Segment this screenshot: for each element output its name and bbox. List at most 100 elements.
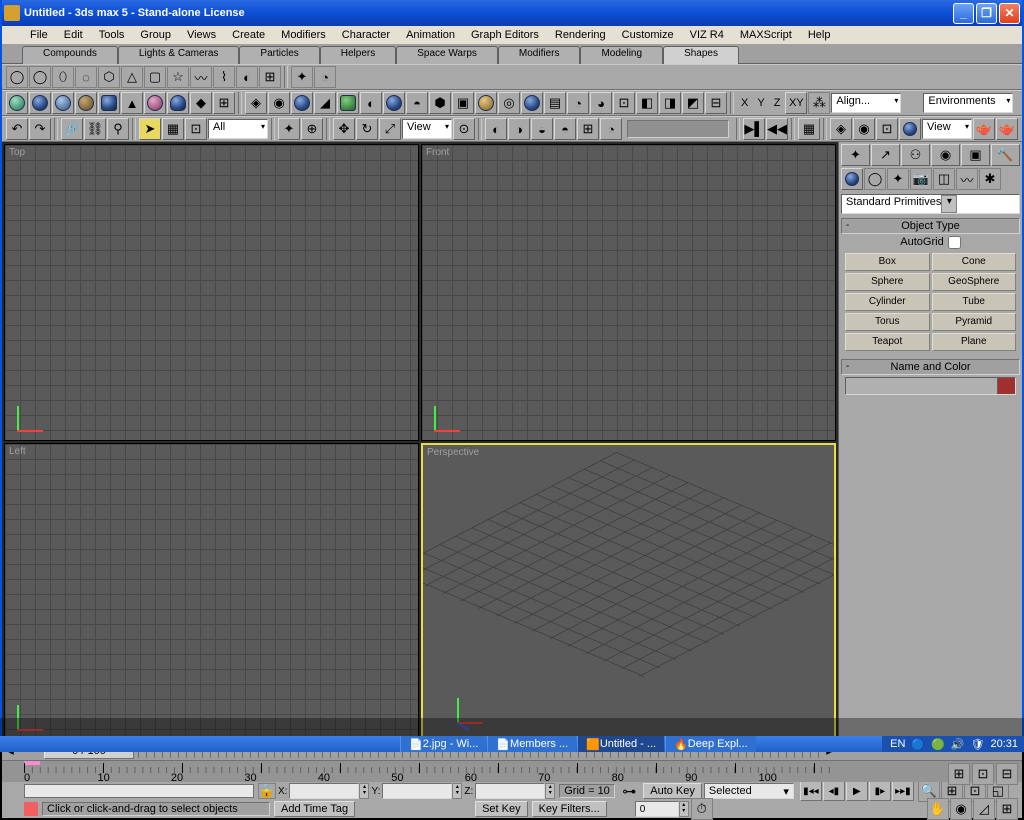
menu-create[interactable]: Create (224, 28, 273, 42)
add-time-tag-button[interactable]: Add Time Tag (274, 801, 355, 817)
mirror-button[interactable]: ▶▌ (743, 118, 765, 140)
menu-character[interactable]: Character (334, 28, 398, 42)
shelf-tab[interactable]: Compounds (22, 46, 118, 64)
ref-coord-dropdown[interactable]: View (402, 119, 452, 139)
x-field[interactable] (289, 783, 359, 799)
prim-icon[interactable]: ◔ (567, 92, 589, 114)
menu-animation[interactable]: Animation (398, 28, 463, 42)
geometry-icon[interactable] (841, 168, 863, 190)
tray-icon[interactable]: 🛡 (971, 738, 985, 751)
helpers-icon[interactable]: ◫ (933, 168, 955, 190)
view-dropdown[interactable]: View (922, 119, 972, 139)
prim-icon[interactable] (6, 92, 28, 114)
primitive-button-tube[interactable]: Tube (932, 293, 1017, 311)
shelf-tab[interactable]: Shapes (663, 46, 739, 64)
menu-tools[interactable]: Tools (91, 28, 133, 42)
next-frame-button[interactable]: ▮▸ (869, 781, 891, 801)
maximize-button[interactable]: ❐ (976, 3, 997, 24)
tool-icon[interactable]: ⊕ (301, 118, 323, 140)
bind-button[interactable]: ⚲ (107, 118, 129, 140)
shape-icon[interactable]: ⬡ (98, 66, 120, 88)
time-config-button[interactable]: ⏱ (691, 798, 713, 820)
prim-icon[interactable]: ⊟ (705, 92, 727, 114)
menu-rendering[interactable]: Rendering (547, 28, 614, 42)
prim-icon[interactable]: ⬢ (429, 92, 451, 114)
taskbar-item[interactable]: 🟧 Untitled - ... (577, 736, 664, 752)
frame-field[interactable]: 0 (635, 801, 679, 817)
viewport-left[interactable]: Left (4, 443, 419, 740)
rotate-button[interactable]: ↻ (356, 118, 378, 140)
menu-maxscript[interactable]: MAXScript (732, 28, 800, 42)
tool-icon[interactable]: ◑ (508, 118, 530, 140)
spacewarps-icon[interactable]: 〰 (956, 168, 978, 190)
pan-icon[interactable]: ✋ (927, 798, 949, 820)
unlink-button[interactable]: ⛓ (84, 118, 106, 140)
fov-icon[interactable]: ◿ (973, 798, 995, 820)
prim-icon[interactable]: ⊡ (613, 92, 635, 114)
autogrid-checkbox[interactable] (948, 236, 961, 249)
play-button[interactable]: ▶ (846, 781, 868, 801)
shape-icon[interactable]: △ (121, 66, 143, 88)
shape-icon[interactable]: 〰 (190, 66, 212, 88)
minimize-button[interactable]: _ (953, 3, 974, 24)
primitive-button-sphere[interactable]: Sphere (845, 273, 930, 291)
menu-edit[interactable]: Edit (56, 28, 91, 42)
prim-icon[interactable] (75, 92, 97, 114)
menu-modifiers[interactable]: Modifiers (273, 28, 334, 42)
clock[interactable]: 20:31 (990, 738, 1018, 750)
prim-icon[interactable]: ◕ (590, 92, 612, 114)
setkey-button[interactable]: Set Key (475, 801, 528, 817)
align-dropdown[interactable]: Align... (831, 93, 901, 113)
shape-icon[interactable]: ◯ (29, 66, 51, 88)
shape-icon[interactable]: ◯ (6, 66, 28, 88)
prim-icon[interactable]: ◢ (314, 92, 336, 114)
menu-file[interactable]: File (22, 28, 56, 42)
shape-icon[interactable]: ☆ (167, 66, 189, 88)
tool-icon[interactable]: ✦ (278, 118, 300, 140)
tool-icon[interactable]: ◉ (853, 118, 875, 140)
render-button[interactable]: 🫖 (973, 118, 995, 140)
primitive-button-plane[interactable]: Plane (932, 333, 1017, 351)
script-listener-icon[interactable] (24, 802, 38, 816)
viewport-front[interactable]: Front (421, 144, 836, 441)
rollout-object-type[interactable]: Object Type (841, 218, 1020, 234)
shelf-tab[interactable]: Lights & Cameras (118, 46, 239, 64)
lock-icon[interactable]: 🔒 (258, 783, 276, 799)
align-button[interactable]: ◀◀ (766, 118, 788, 140)
shape-icon[interactable]: ▢ (144, 66, 166, 88)
modify-tab-icon[interactable]: ↗ (871, 144, 900, 166)
goto-end-button[interactable]: ▸▸▮ (892, 781, 914, 801)
center-button[interactable]: ⊙ (453, 118, 475, 140)
nav-icon[interactable]: ⊡ (972, 763, 994, 785)
trackbar[interactable] (24, 784, 254, 798)
prim-icon[interactable]: ◆ (190, 92, 212, 114)
y-field[interactable] (382, 783, 452, 799)
primitive-button-teapot[interactable]: Teapot (845, 333, 930, 351)
prim-icon[interactable]: ▲ (121, 92, 143, 114)
prim-icon[interactable] (167, 92, 189, 114)
viewport-top[interactable]: Top (4, 144, 419, 441)
nav-icon[interactable]: ⊞ (948, 763, 970, 785)
tool-icon[interactable]: ⊞ (577, 118, 599, 140)
shape-icon[interactable]: ◔ (314, 66, 336, 88)
menu-customize[interactable]: Customize (614, 28, 682, 42)
primitive-button-cone[interactable]: Cone (932, 253, 1017, 271)
prim-icon[interactable] (383, 92, 405, 114)
prim-icon[interactable] (475, 92, 497, 114)
cameras-icon[interactable]: 📷 (910, 168, 932, 190)
goto-start-button[interactable]: ▮◂◂ (800, 781, 822, 801)
category-dropdown[interactable]: Standard Primitives (841, 194, 1020, 214)
axis-x[interactable]: X (737, 97, 752, 109)
menu-help[interactable]: Help (800, 28, 839, 42)
scale-button[interactable]: ⤢ (379, 118, 401, 140)
prim-icon[interactable]: ▤ (544, 92, 566, 114)
z-field[interactable] (475, 783, 545, 799)
axis-xy-button[interactable]: XY (785, 92, 807, 114)
tool-icon[interactable]: ◒ (531, 118, 553, 140)
shapes-icon[interactable]: ◯ (864, 168, 886, 190)
tool-icon[interactable]: ⊡ (876, 118, 898, 140)
prim-icon[interactable]: ◐ (360, 92, 382, 114)
axis-y[interactable]: Y (753, 97, 768, 109)
display-tab-icon[interactable]: ▣ (961, 144, 990, 166)
maximize-viewport-icon[interactable]: ⊞ (996, 798, 1018, 820)
